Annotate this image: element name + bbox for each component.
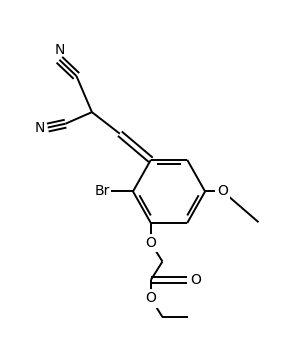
Text: O: O [190,273,201,287]
Text: O: O [145,236,156,250]
Text: O: O [145,291,156,306]
Text: Br: Br [95,185,110,198]
Text: O: O [217,185,228,198]
Text: N: N [35,121,45,135]
Text: N: N [54,43,64,57]
